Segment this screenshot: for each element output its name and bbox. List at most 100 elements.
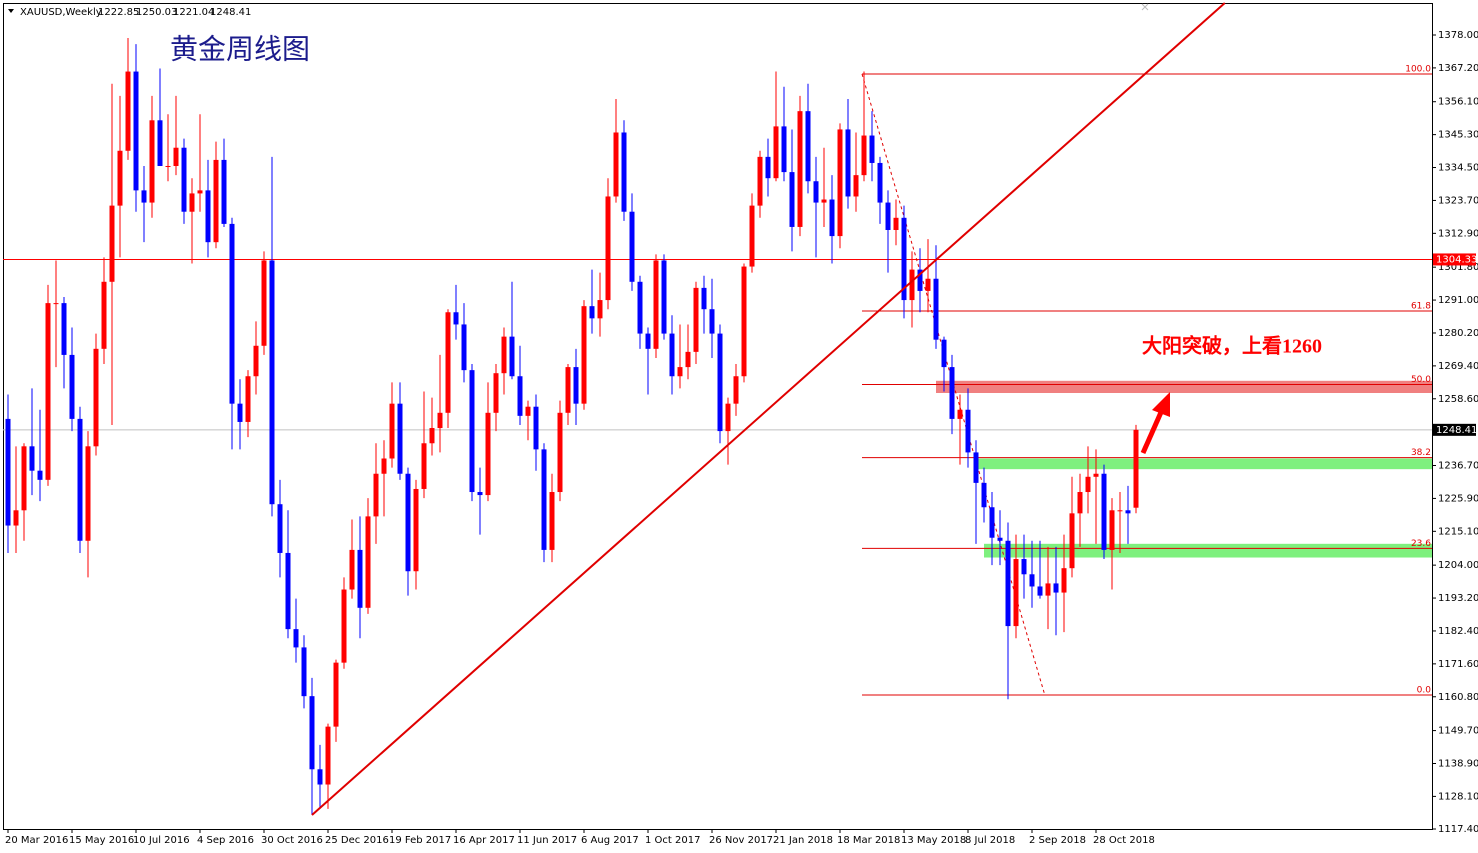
candle-body [269, 260, 275, 505]
candle-body [709, 309, 715, 334]
price-box-label: 1304.33 [1436, 254, 1477, 265]
candle-body [757, 156, 763, 206]
candle-body [453, 312, 459, 325]
candle-body [1013, 559, 1019, 627]
zone [976, 458, 1432, 470]
candle-body [357, 549, 363, 608]
chart-title: 黄金周线图 [170, 33, 310, 65]
candle-body [637, 281, 643, 334]
candle-body [541, 449, 547, 550]
candle-body [1053, 583, 1059, 593]
candle-body [509, 336, 515, 377]
candle-body [341, 589, 347, 663]
candle-body [397, 403, 403, 474]
x-tick-label: 4 Sep 2016 [197, 835, 254, 846]
price-box-label: 1248.41 [1436, 425, 1477, 436]
candle-body [685, 351, 691, 368]
candle-body [1045, 583, 1051, 596]
high: 1250.03 [136, 7, 177, 18]
candle-body [501, 336, 507, 374]
candle-body [581, 306, 587, 404]
candle-body [93, 348, 99, 447]
candle-body [133, 71, 139, 191]
y-tick-label: 1128.10 [1438, 791, 1478, 802]
candle-body [557, 412, 563, 493]
candle-body [173, 147, 179, 167]
candle-body [869, 135, 875, 163]
x-tick-label: 6 Aug 2017 [581, 835, 639, 846]
candle-body [645, 333, 651, 349]
fib-label: 38.2 [1411, 448, 1431, 458]
candle-body [213, 159, 219, 243]
candle-body [141, 190, 147, 203]
candle-body [389, 403, 395, 459]
candle-body [965, 409, 971, 453]
candle-body [653, 260, 659, 349]
candle-body [149, 120, 155, 203]
candle-body [701, 287, 707, 310]
candle-body [893, 217, 899, 230]
candle-body [1117, 510, 1123, 512]
candle-body [253, 345, 259, 377]
x-tick-label: 15 May 2016 [69, 835, 134, 846]
candle-body [661, 260, 667, 334]
candle-body [1069, 513, 1075, 569]
x-tick-label: 28 Oct 2018 [1093, 835, 1155, 846]
close: 1248.41 [210, 7, 251, 18]
candle-body [197, 190, 203, 194]
zone [936, 380, 1432, 393]
candle-body [437, 412, 443, 429]
candle-body [749, 205, 755, 267]
menu-icon [8, 9, 14, 13]
candle-body [1133, 429, 1139, 508]
candle-body [909, 269, 915, 301]
fib-label: 0.0 [1417, 685, 1432, 695]
candle-body [605, 196, 611, 301]
candle-body [445, 312, 451, 413]
candle-body [117, 150, 123, 206]
y-tick-label: 1193.20 [1438, 593, 1478, 604]
candle-body [221, 159, 227, 224]
candle-body [989, 507, 995, 538]
candle-body [781, 126, 787, 173]
candle-body [277, 504, 283, 553]
candle-body [613, 132, 619, 197]
candle-body [165, 166, 171, 168]
y-tick-label: 1149.70 [1438, 726, 1478, 737]
x-tick-label: 18 Mar 2018 [837, 835, 900, 846]
candle-body [725, 403, 731, 432]
candle-body [525, 406, 531, 416]
candle-body [229, 223, 235, 404]
candle-body [61, 303, 67, 355]
y-tick-label: 1323.70 [1438, 195, 1478, 206]
candle-body [125, 71, 131, 151]
candle-body [941, 339, 947, 368]
candle-body [565, 367, 571, 413]
candle-body [413, 488, 419, 572]
candle-body [877, 162, 883, 203]
y-tick-label: 1236.70 [1438, 461, 1478, 472]
candle-body [1037, 586, 1043, 596]
x-tick-label: 21 Jan 2018 [773, 835, 833, 846]
y-tick-label: 1291.00 [1438, 295, 1478, 306]
candle-body [53, 303, 59, 305]
x-tick-label: 2 Sep 2018 [1029, 835, 1086, 846]
x-tick-label: 19 Feb 2017 [389, 835, 451, 846]
candle-body [461, 324, 467, 371]
fib-label: 61.8 [1411, 302, 1431, 312]
candle-body [69, 354, 75, 419]
y-tick-label: 1258.60 [1438, 394, 1478, 405]
fib-label: 50.0 [1411, 375, 1431, 385]
annotation: 大阳突破，上看1260 [1142, 334, 1322, 358]
candle-body [37, 470, 43, 480]
open: 1222.85 [98, 7, 139, 18]
candle-body [469, 370, 475, 493]
candle-body [365, 516, 371, 608]
y-tick-label: 1334.50 [1438, 163, 1478, 174]
candle-body [189, 193, 195, 212]
candle-body [949, 367, 955, 419]
y-tick-label: 1378.00 [1438, 30, 1478, 41]
x-tick-label: 25 Dec 2016 [325, 835, 389, 846]
candle-body [1101, 473, 1107, 550]
